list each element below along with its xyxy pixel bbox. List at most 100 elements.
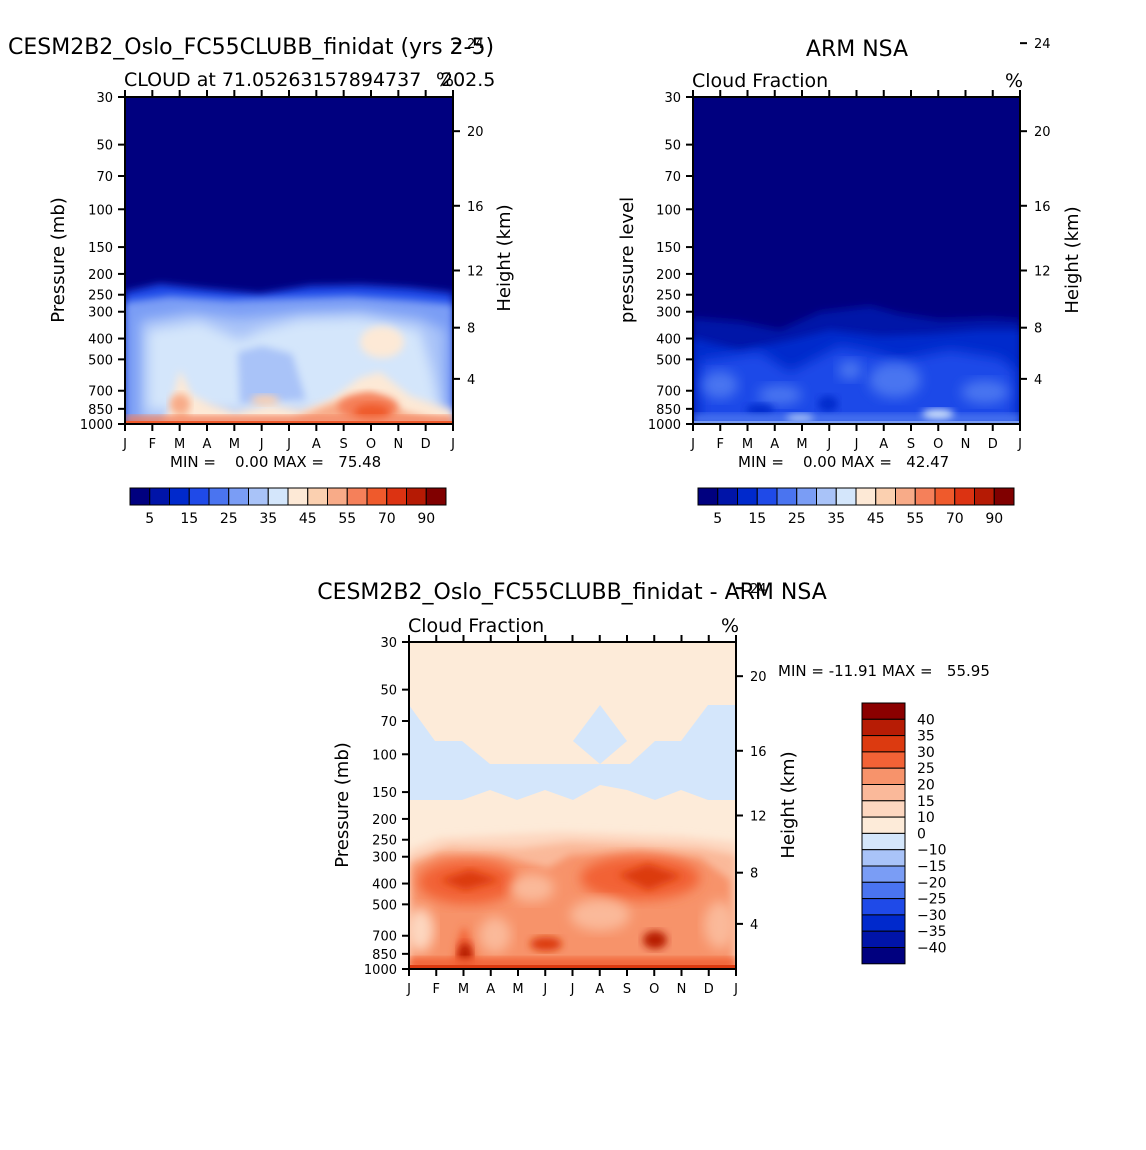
y-tick-label: 500 xyxy=(88,353,113,368)
colorbar-swatch xyxy=(776,487,798,506)
x-tick-label: F xyxy=(149,437,156,452)
x-tick-label: A xyxy=(486,982,495,997)
x-tick-label: M xyxy=(458,982,469,997)
panel2-yr-tick-labels: 24 20 16 12 8 4 xyxy=(1034,37,1051,388)
yr-tick-label: 12 xyxy=(1034,265,1051,280)
panel1-title: CESM2B2_Oslo_FC55CLUBB_finidat (yrs 2-5) xyxy=(8,35,494,60)
y-tick-label: 850 xyxy=(656,403,681,418)
colorbar-swatch xyxy=(835,487,857,506)
panel2-minmax: MIN = 0.00 MAX = 42.47 xyxy=(738,453,949,471)
colorbar-swatch xyxy=(208,487,230,506)
x-tick-label: M xyxy=(229,437,240,452)
yr-tick-label: 12 xyxy=(750,810,767,825)
yr-tick-label: 12 xyxy=(467,265,484,280)
panel-observation: ARM NSA Cloud Fraction % J F M A M J J A S O N D J 3… xyxy=(617,37,1083,527)
panel2-title: ARM NSA xyxy=(806,37,908,62)
x-tick-label: A xyxy=(312,437,321,452)
colorbar-label: 55 xyxy=(338,511,356,527)
y-tick-label: 700 xyxy=(88,385,113,400)
y-tick-label: 250 xyxy=(372,834,397,849)
colorbar-label: 10 xyxy=(917,810,935,826)
y-tick-label: 50 xyxy=(664,139,681,154)
yr-tick-label: 4 xyxy=(1034,373,1042,388)
panel2-ylabel: pressure level xyxy=(617,197,638,323)
panel3-yr-tick-labels: 24 20 16 12 8 4 xyxy=(750,582,767,933)
panel-model: CESM2B2_Oslo_FC55CLUBB_finidat (yrs 2-5)… xyxy=(8,35,515,527)
panel3-minmax: MIN = -11.91 MAX = 55.95 xyxy=(778,662,990,680)
colorbar-swatch xyxy=(129,487,151,506)
y-tick-label: 70 xyxy=(380,715,397,730)
colorbar-swatch xyxy=(861,800,906,818)
x-tick-label: F xyxy=(717,437,724,452)
colorbar-swatch xyxy=(366,487,388,506)
x-tick-label: A xyxy=(595,982,604,997)
colorbar-swatch xyxy=(861,718,906,737)
colorbar-swatch xyxy=(954,487,975,506)
colorbar-swatch xyxy=(406,487,427,506)
x-tick-label: N xyxy=(393,437,403,452)
yr-tick-label: 24 xyxy=(750,582,767,597)
panel3-units: % xyxy=(721,615,739,637)
colorbar-swatch xyxy=(855,487,877,506)
panel2-subtitle: Cloud Fraction xyxy=(692,70,828,92)
colorbar-label: 5 xyxy=(713,511,722,527)
colorbar-label: 40 xyxy=(917,712,935,728)
colorbar-swatch xyxy=(895,487,916,506)
colorbar-swatch xyxy=(425,487,447,506)
x-tick-label: J xyxy=(570,982,575,997)
colorbar-swatch xyxy=(861,702,906,720)
panel3-ylabel-right: Height (km) xyxy=(778,751,799,858)
colorbar-label: −35 xyxy=(917,924,947,940)
y-tick-label: 100 xyxy=(372,748,397,763)
y-tick-label: 70 xyxy=(96,170,113,185)
x-tick-label: N xyxy=(961,437,971,452)
yr-tick-label: 8 xyxy=(467,322,475,337)
colorbar-label: 90 xyxy=(985,511,1003,527)
colorbar-swatch xyxy=(737,487,758,506)
x-tick-label: D xyxy=(704,982,714,997)
y-tick-label: 150 xyxy=(656,241,681,256)
yr-tick-label: 20 xyxy=(1034,125,1051,140)
x-tick-label: N xyxy=(677,982,687,997)
colorbar-swatch xyxy=(861,816,906,834)
y-tick-label: 30 xyxy=(96,91,113,106)
x-tick-label: J xyxy=(122,437,127,452)
colorbar-swatch xyxy=(697,487,719,506)
x-tick-label: D xyxy=(988,437,998,452)
yr-tick-label: 8 xyxy=(750,867,758,882)
panel1-ylabel-right: Height (km) xyxy=(494,204,515,311)
x-tick-label: A xyxy=(879,437,888,452)
colorbar-label: 30 xyxy=(917,745,935,761)
panel1-yr-tick-labels: 24 20 16 12 8 4 xyxy=(467,37,484,388)
colorbar-swatch xyxy=(228,487,249,506)
colorbar-label: 35 xyxy=(917,729,935,745)
y-tick-label: 850 xyxy=(372,948,397,963)
y-tick-label: 30 xyxy=(380,636,397,651)
panel1-field xyxy=(125,97,453,424)
colorbar-label: −25 xyxy=(917,892,947,908)
colorbar-label: 90 xyxy=(417,511,435,527)
y-tick-label: 100 xyxy=(656,203,681,218)
panel2-units: % xyxy=(1005,70,1023,92)
colorbar-swatch xyxy=(914,487,936,506)
x-tick-label: J xyxy=(690,437,695,452)
y-tick-label: 1000 xyxy=(80,418,113,433)
colorbar-swatch xyxy=(287,487,309,506)
yr-tick-label: 16 xyxy=(1034,200,1051,215)
colorbar-label: 55 xyxy=(906,511,924,527)
colorbar-swatch xyxy=(861,832,906,851)
y-tick-label: 400 xyxy=(372,878,397,893)
panel1-units: % xyxy=(436,69,454,91)
colorbar-swatch xyxy=(756,487,778,506)
x-tick-label: F xyxy=(433,982,440,997)
y-tick-label: 300 xyxy=(88,306,113,321)
colorbar-label: −30 xyxy=(917,908,947,924)
yr-tick-label: 8 xyxy=(1034,322,1042,337)
y-tick-label: 150 xyxy=(372,786,397,801)
x-tick-label: M xyxy=(796,437,807,452)
